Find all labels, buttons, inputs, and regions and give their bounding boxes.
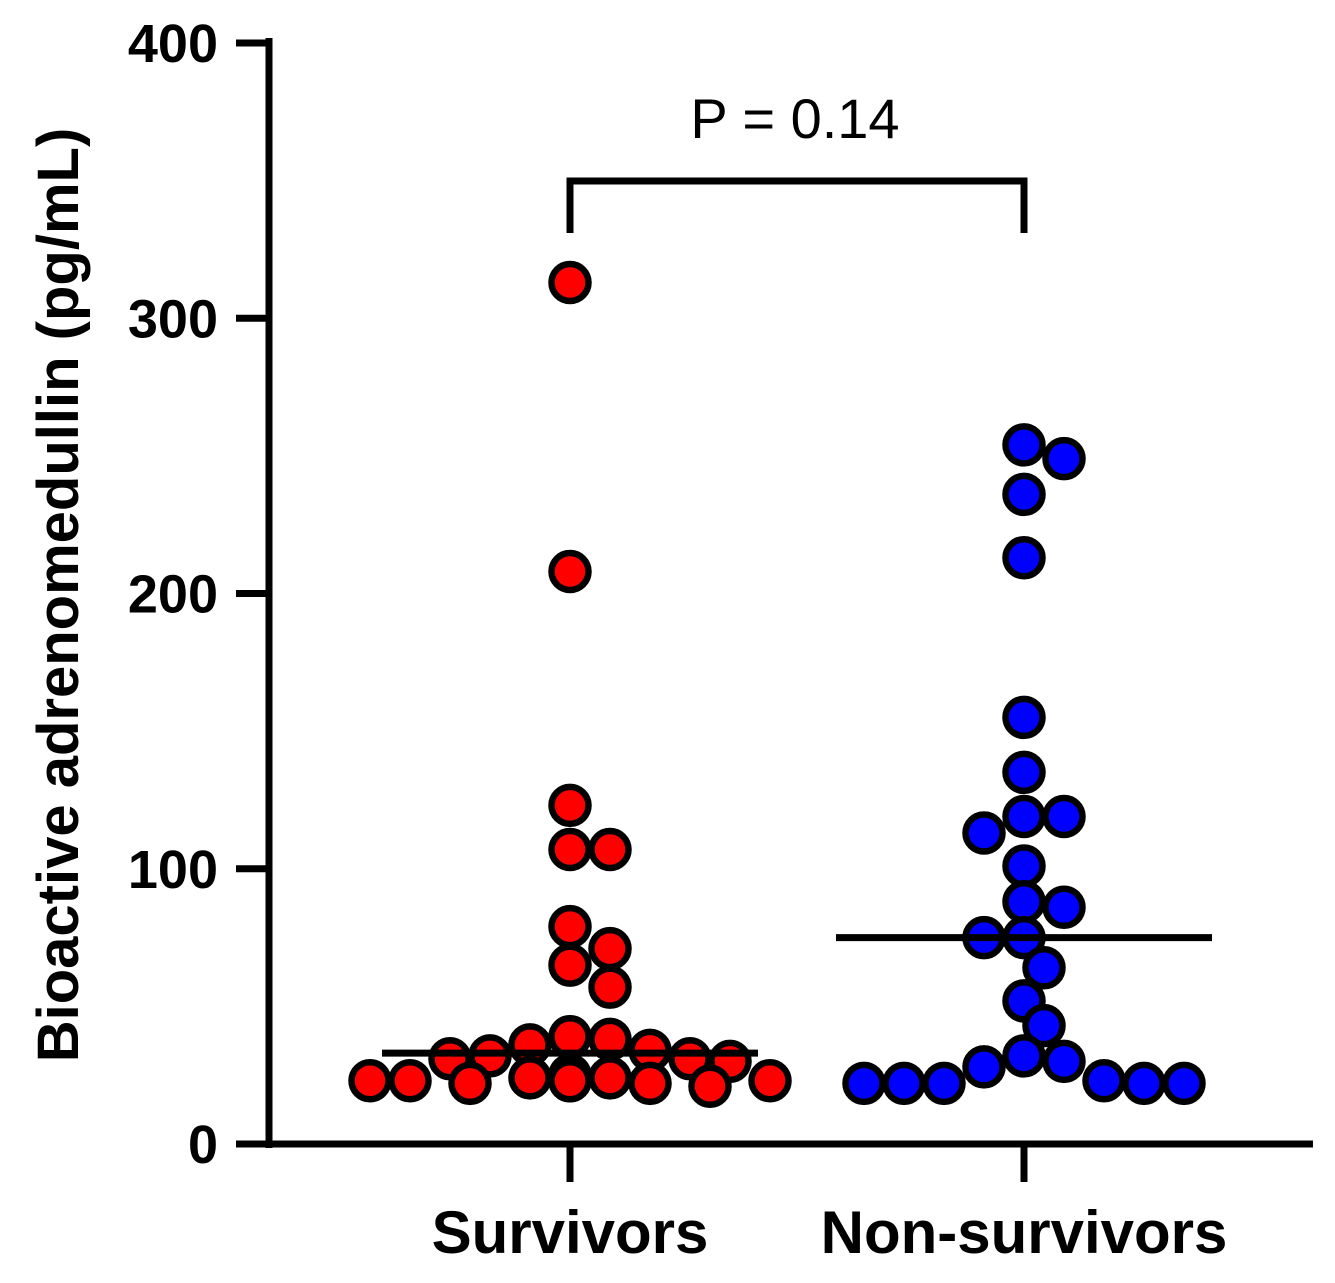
- data-point: [588, 827, 632, 872]
- data-point: [548, 783, 592, 828]
- p-value-label: P = 0.14: [690, 87, 899, 150]
- data-point: [388, 1058, 432, 1103]
- data-point: [1122, 1061, 1166, 1106]
- data-point: [1082, 1058, 1126, 1103]
- data-point: [548, 904, 592, 949]
- data-point: [1002, 844, 1046, 888]
- data-point: [748, 1058, 792, 1103]
- data-point: [882, 1061, 926, 1106]
- data-point: [1002, 423, 1046, 467]
- data-point: [548, 1014, 592, 1059]
- data-point: [1042, 1039, 1086, 1084]
- y-tick-label: 200: [128, 565, 218, 625]
- data-point: [1042, 436, 1086, 481]
- data-point: [1002, 535, 1046, 580]
- data-point: [548, 1058, 592, 1103]
- y-tick-label: 400: [128, 14, 218, 74]
- data-point: [1002, 794, 1046, 839]
- data-point: [922, 1061, 966, 1106]
- data-point: [1042, 794, 1086, 839]
- data-point: [628, 1061, 672, 1106]
- data-point: [962, 811, 1006, 855]
- y-tick-label: 100: [128, 840, 218, 900]
- data-point: [348, 1058, 392, 1103]
- data-point: [1002, 1034, 1046, 1078]
- data-point: [588, 1056, 632, 1100]
- data-point: [1162, 1061, 1206, 1106]
- y-axis-title: Bioactive adrenomedullin (pg/mL): [26, 128, 91, 1063]
- x-category-label: Survivors: [432, 1199, 709, 1266]
- data-point: [1042, 885, 1086, 930]
- data-point: [588, 965, 632, 1009]
- y-tick-label: 0: [188, 1115, 218, 1175]
- data-point: [1002, 880, 1046, 924]
- data-points: [348, 260, 1206, 1108]
- data-point: [548, 549, 592, 594]
- median-lines: [382, 934, 1212, 1057]
- data-point: [508, 1056, 552, 1100]
- data-point: [548, 827, 592, 872]
- y-ticks: 0 100 200 300 400: [128, 14, 269, 1175]
- data-point: [1022, 946, 1066, 990]
- data-point: [1002, 695, 1046, 740]
- data-point: [842, 1061, 886, 1106]
- data-point: [1022, 1003, 1066, 1048]
- data-point: [1002, 750, 1046, 795]
- data-point: [688, 1064, 732, 1108]
- x-category-label: Non-survivors: [821, 1199, 1228, 1266]
- data-point: [1002, 472, 1046, 517]
- x-ticks: Survivors Non-survivors: [432, 1144, 1228, 1266]
- significance-bracket: P = 0.14: [566, 87, 1028, 233]
- y-tick-label: 300: [128, 289, 218, 349]
- bracket-line: [566, 177, 1028, 233]
- data-point: [962, 1045, 1006, 1089]
- data-point: [448, 1061, 492, 1106]
- data-point: [588, 926, 632, 971]
- data-point: [548, 260, 592, 305]
- data-point: [548, 943, 592, 987]
